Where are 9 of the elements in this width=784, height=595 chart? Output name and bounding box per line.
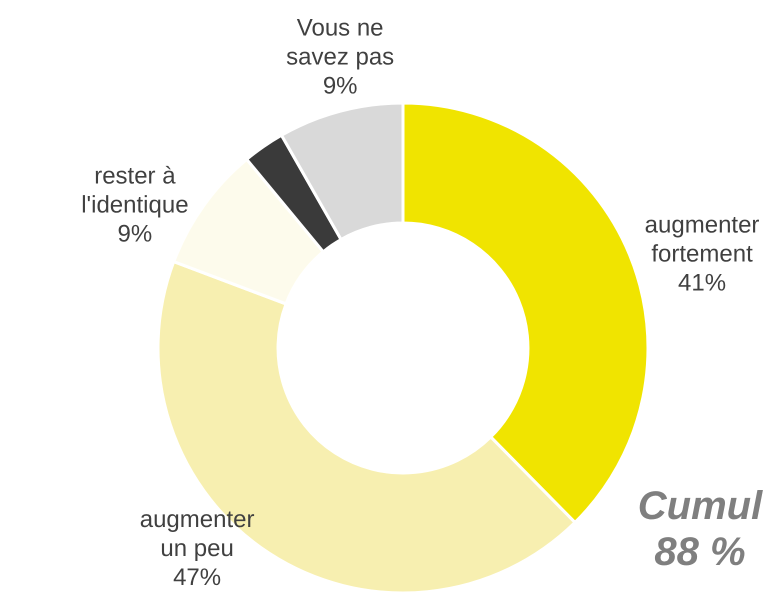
slice-label: Vous ne savez pas: [286, 14, 394, 70]
text: Cumul 88 %: [638, 484, 764, 574]
data-label: 9%: [118, 220, 152, 248]
slice-label: augmenter fortement: [644, 212, 760, 268]
data-label: 47%: [173, 564, 222, 592]
data-label: 41%: [678, 270, 726, 297]
slice-label: augmenter un peu: [140, 506, 254, 562]
data-label: 9%: [322, 72, 358, 100]
slice-label: rester à l'identique: [81, 162, 189, 218]
